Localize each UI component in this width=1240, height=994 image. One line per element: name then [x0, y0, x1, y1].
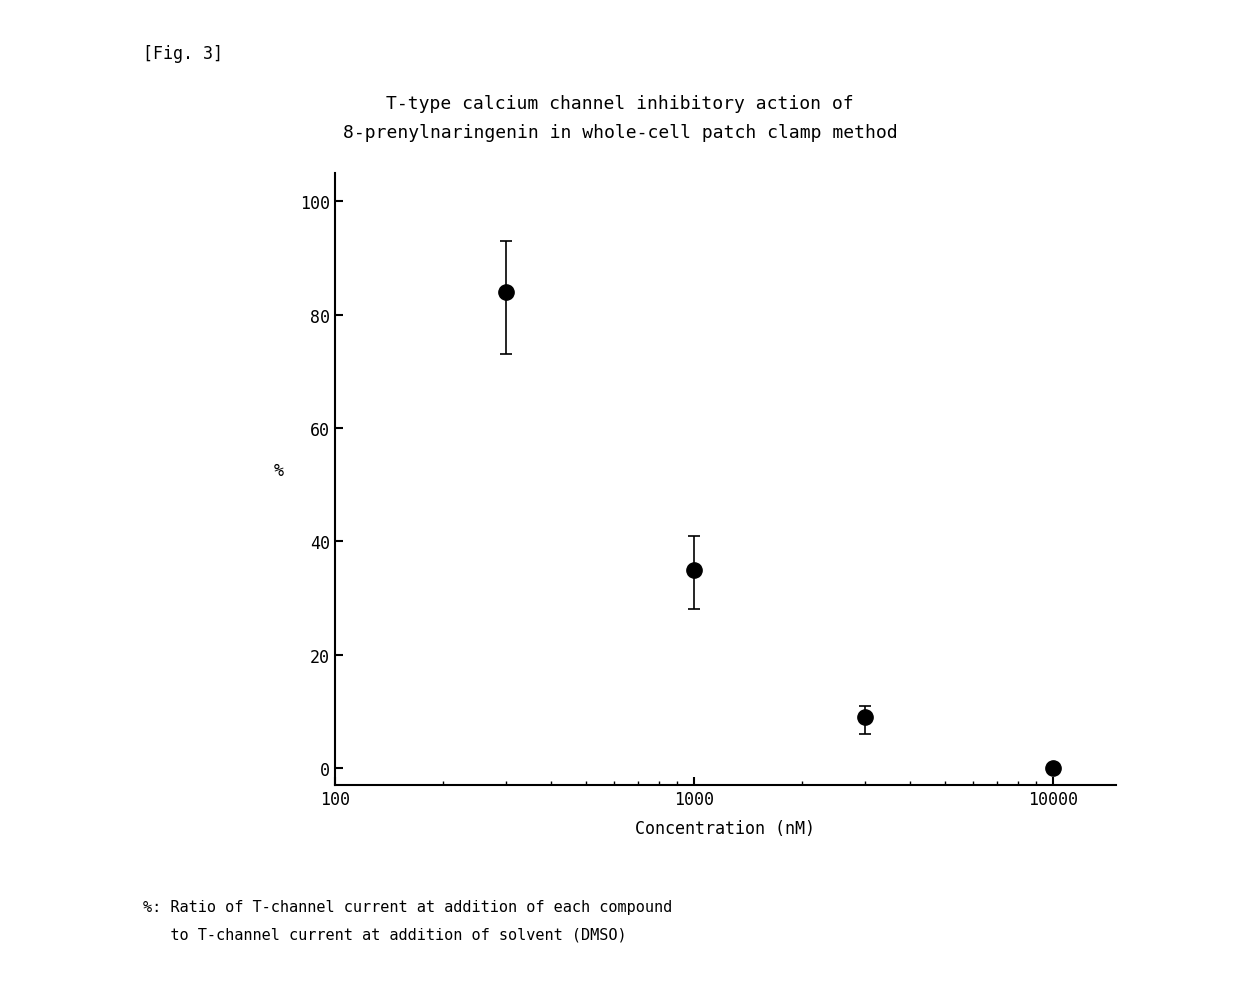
Y-axis label: %: % — [274, 461, 284, 480]
X-axis label: Concentration (nM): Concentration (nM) — [635, 819, 816, 837]
Text: to T-channel current at addition of solvent (DMSO): to T-channel current at addition of solv… — [143, 926, 626, 941]
Text: 8-prenylnaringenin in whole-cell patch clamp method: 8-prenylnaringenin in whole-cell patch c… — [342, 124, 898, 142]
Text: [Fig. 3]: [Fig. 3] — [143, 45, 223, 63]
Text: %: Ratio of T-channel current at addition of each compound: %: Ratio of T-channel current at additio… — [143, 900, 672, 914]
Text: T-type calcium channel inhibitory action of: T-type calcium channel inhibitory action… — [386, 94, 854, 112]
